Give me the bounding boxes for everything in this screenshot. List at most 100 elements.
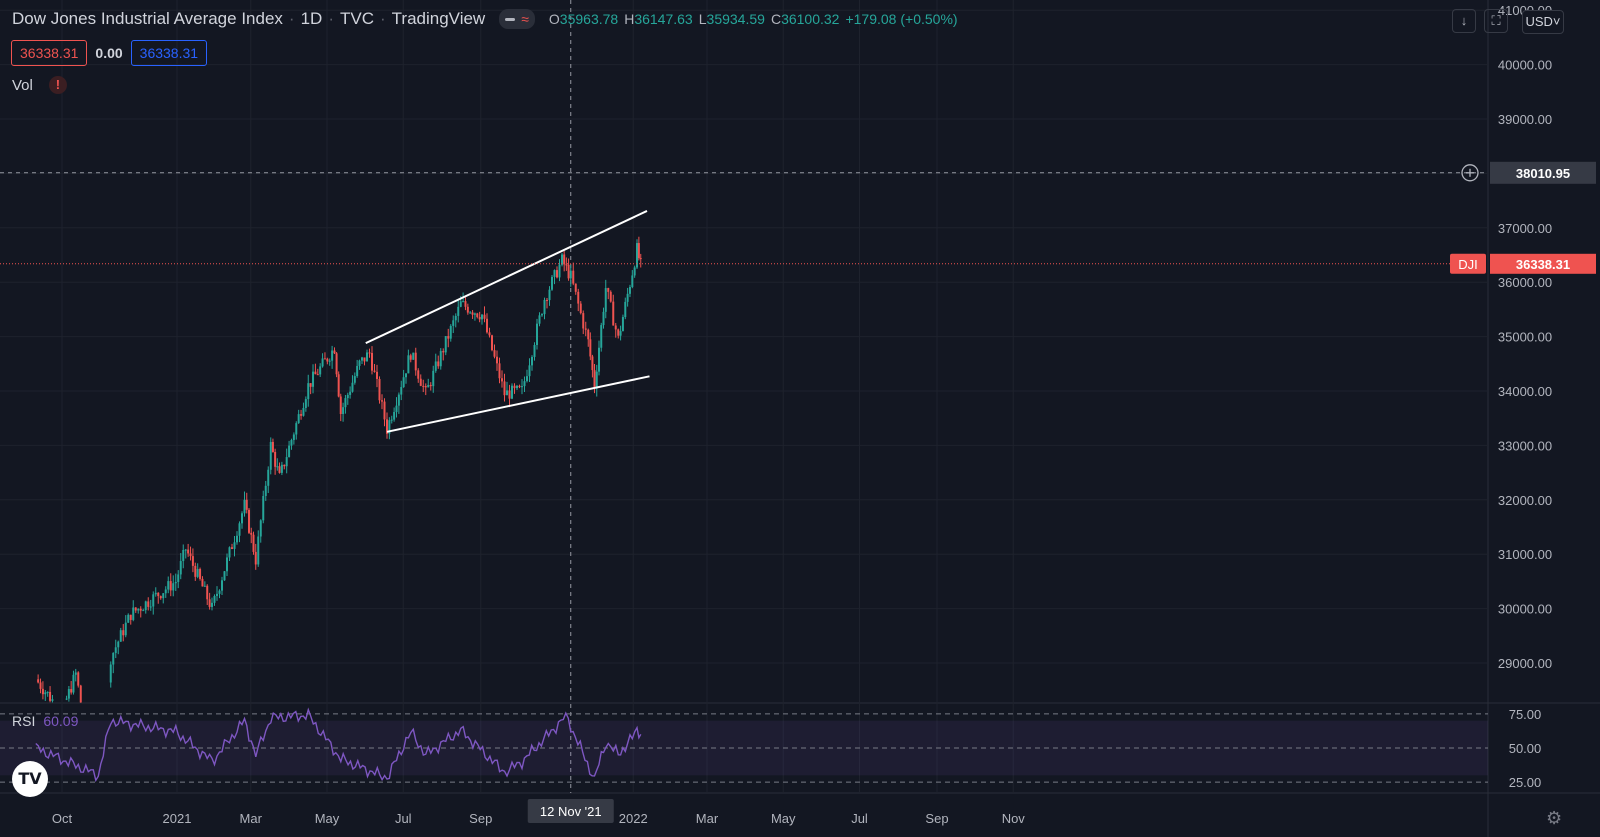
candle-down bbox=[147, 601, 150, 607]
candle-down bbox=[157, 592, 160, 597]
candle-up bbox=[312, 371, 315, 387]
candle-down bbox=[563, 254, 566, 265]
rsi-line bbox=[35, 707, 642, 783]
price-tick-label: 40000.00 bbox=[1498, 58, 1552, 73]
currency-select[interactable]: USD˅ bbox=[1522, 10, 1564, 34]
candle-down bbox=[339, 396, 342, 414]
price-tick-label: 37000.00 bbox=[1498, 221, 1552, 236]
candle-down bbox=[314, 371, 317, 375]
volume-label[interactable]: Vol bbox=[12, 76, 33, 94]
download-arrow-icon[interactable]: ↓ bbox=[1452, 9, 1476, 33]
candle-up bbox=[405, 373, 407, 378]
candle-up bbox=[531, 356, 533, 366]
last-price-label: 36338.31 bbox=[1516, 257, 1570, 272]
candle-up bbox=[267, 469, 270, 486]
top-right-buttons: ↓ ⛶ bbox=[1452, 9, 1508, 33]
time-tick-label: Jul bbox=[851, 811, 868, 826]
candle-down bbox=[567, 264, 570, 279]
candle-up bbox=[179, 561, 182, 575]
time-tick-label: May bbox=[315, 811, 340, 826]
fullscreen-icon[interactable]: ⛶ bbox=[1484, 9, 1508, 33]
rsi-value: 60.09 bbox=[43, 713, 79, 729]
candle-down bbox=[199, 569, 202, 579]
rsi-tick-label: 50.00 bbox=[1509, 741, 1542, 756]
candle-down bbox=[248, 509, 250, 533]
candle-down bbox=[637, 243, 640, 259]
candle-up bbox=[543, 299, 546, 315]
candle-down bbox=[79, 685, 82, 703]
candle-up bbox=[241, 513, 243, 524]
time-tick-label: May bbox=[771, 811, 796, 826]
candle-down bbox=[486, 318, 488, 333]
candle-up bbox=[521, 386, 523, 388]
candle-up bbox=[541, 314, 543, 316]
candle-down bbox=[191, 556, 194, 566]
candle-down bbox=[612, 301, 615, 326]
time-tick-label: Jul bbox=[395, 811, 412, 826]
candle-up bbox=[624, 301, 627, 318]
candle-up bbox=[221, 580, 223, 591]
time-tick-label: 2021 bbox=[163, 811, 192, 826]
price-tick-label: 29000.00 bbox=[1498, 656, 1552, 671]
settings-gear-icon[interactable]: ⚙ bbox=[1546, 808, 1563, 828]
candle-up bbox=[72, 674, 75, 693]
candle-down bbox=[368, 352, 371, 354]
candle-up bbox=[142, 610, 145, 612]
price-tick-label: 35000.00 bbox=[1498, 330, 1552, 345]
candle-up bbox=[319, 366, 322, 375]
candle-up bbox=[182, 549, 185, 562]
candle-down bbox=[476, 313, 479, 317]
change-value: +179.08 (+0.50%) bbox=[845, 11, 958, 27]
candle-down bbox=[639, 258, 642, 260]
candle-up bbox=[619, 331, 622, 336]
plus-circle-ring bbox=[1461, 164, 1479, 182]
candle-up bbox=[402, 377, 405, 388]
symbol-title[interactable]: Dow Jones Industrial Average Index bbox=[12, 9, 283, 28]
candle-up bbox=[569, 270, 572, 279]
candle-up bbox=[351, 382, 354, 392]
candle-down bbox=[471, 312, 474, 315]
warning-icon[interactable]: ! bbox=[48, 76, 67, 94]
rsi-label[interactable]: RSI bbox=[12, 713, 36, 729]
candle-up bbox=[109, 664, 112, 683]
candle-up bbox=[124, 622, 127, 636]
price-tick-label: 33000.00 bbox=[1498, 438, 1552, 453]
crosshair-price-box bbox=[1490, 161, 1596, 184]
candle-up bbox=[395, 405, 398, 413]
candle-up bbox=[119, 630, 122, 642]
interval-label[interactable]: 1D bbox=[300, 9, 323, 28]
candle-down bbox=[582, 313, 585, 329]
candle-down bbox=[39, 682, 42, 689]
candle-up bbox=[390, 419, 393, 421]
candle-up bbox=[264, 485, 267, 496]
candle-up bbox=[127, 614, 130, 623]
candle-down bbox=[587, 329, 590, 340]
candle-down bbox=[274, 452, 277, 467]
candle-down bbox=[607, 288, 610, 292]
minus-icon bbox=[505, 17, 516, 21]
candle-down bbox=[501, 378, 503, 382]
candle-down bbox=[464, 301, 467, 307]
candle-down bbox=[417, 370, 420, 379]
candle-down bbox=[617, 329, 620, 336]
tradingview-logo-icon[interactable]: TV bbox=[12, 761, 48, 797]
trendline-lower bbox=[386, 375, 650, 433]
candle-down bbox=[37, 679, 40, 683]
sell-button[interactable]: 36338.31 bbox=[11, 40, 88, 66]
candle-up bbox=[361, 357, 363, 361]
candle-down bbox=[245, 499, 248, 510]
candle-up bbox=[481, 314, 483, 320]
candle-down bbox=[496, 356, 498, 364]
visibility-toggle[interactable]: ≈ bbox=[499, 9, 535, 29]
candle-up bbox=[280, 464, 283, 473]
candle-up bbox=[297, 414, 300, 424]
time-tick-label: Sep bbox=[925, 811, 948, 826]
candle-up bbox=[600, 325, 603, 348]
buy-button[interactable]: 36338.31 bbox=[130, 40, 208, 66]
candle-up bbox=[454, 315, 457, 321]
candle-up bbox=[407, 355, 410, 374]
candle-up bbox=[633, 267, 636, 276]
plus-circle-icon[interactable] bbox=[1461, 164, 1479, 182]
